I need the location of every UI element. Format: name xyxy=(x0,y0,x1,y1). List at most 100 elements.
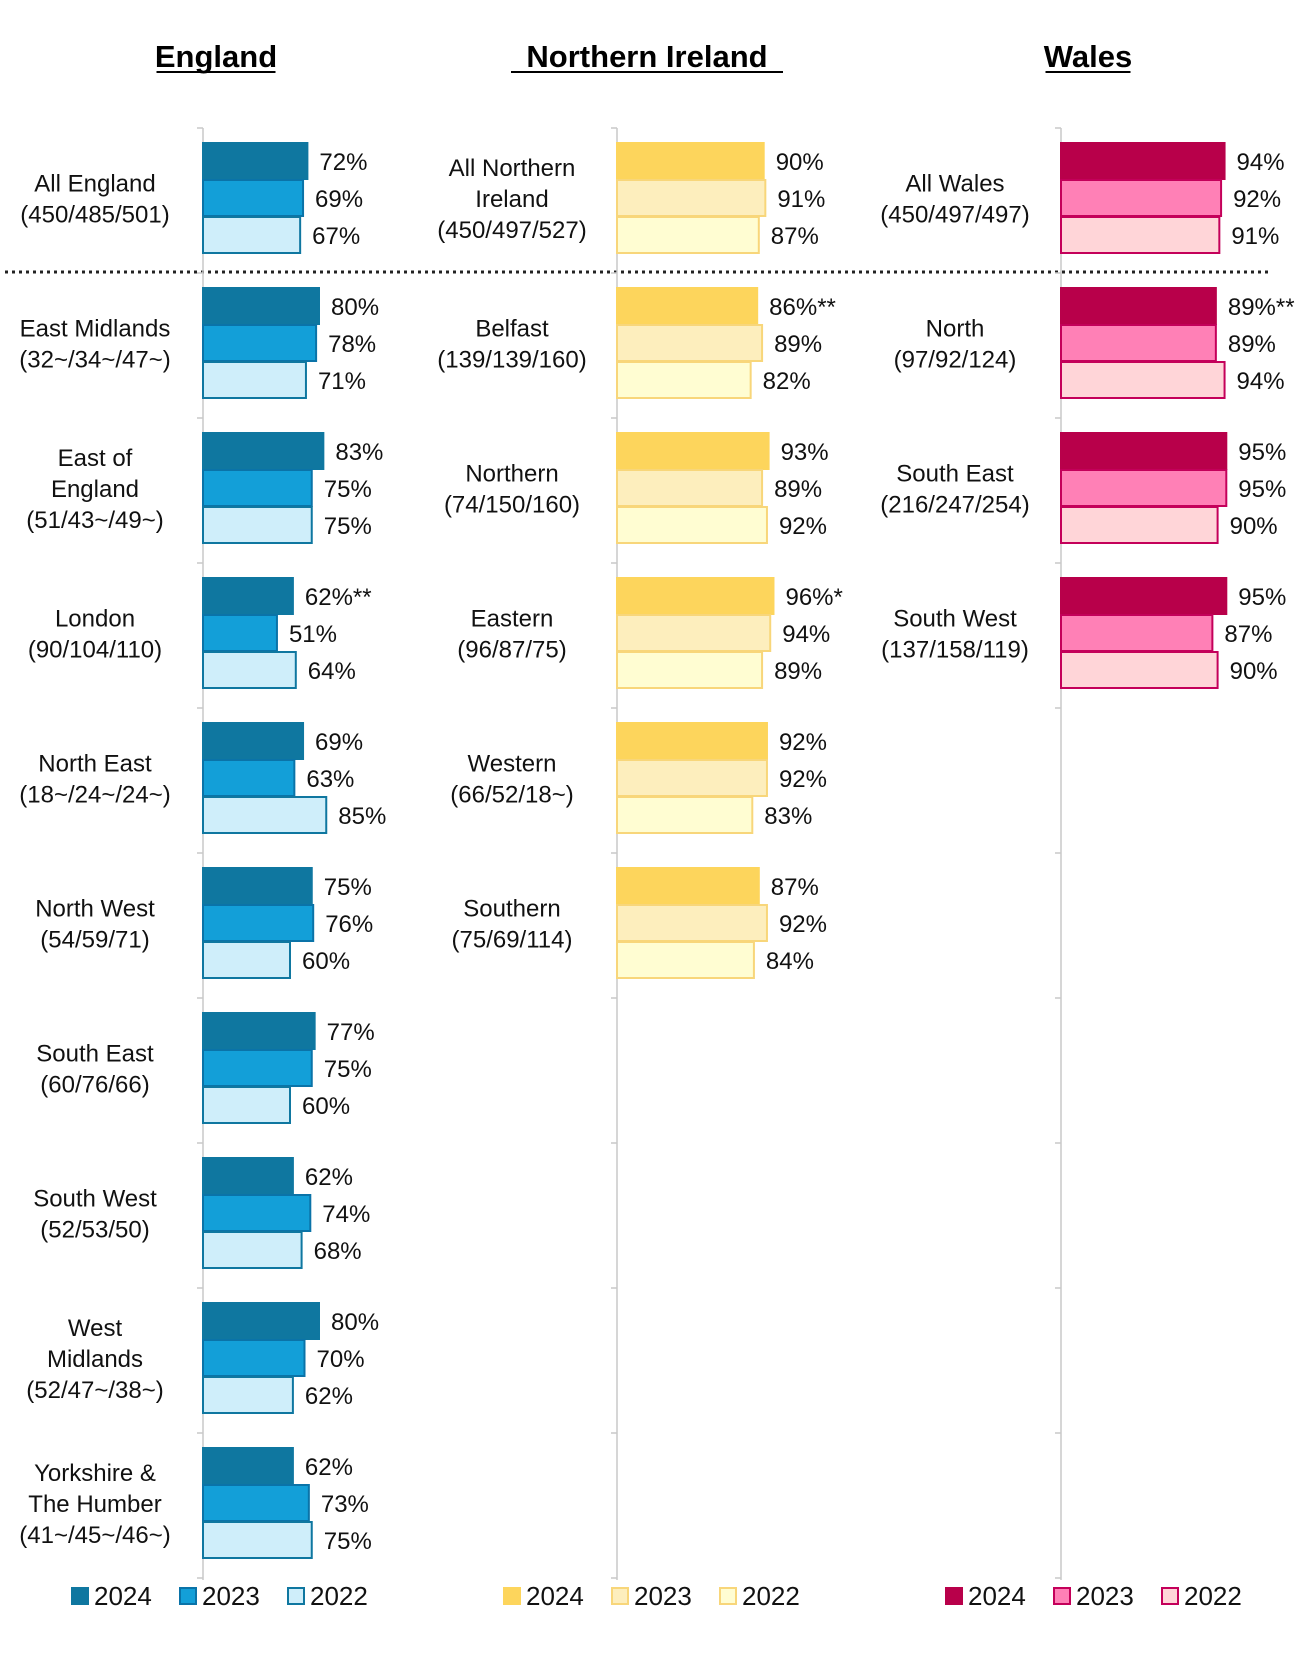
northern-ireland-value-label-2023: 89% xyxy=(774,331,822,358)
england-value-label-2022: 75% xyxy=(324,1528,372,1555)
england-row-label: (90/104/110) xyxy=(28,637,162,664)
northern-ireland-value-label-2024: 87% xyxy=(771,874,819,901)
northern-ireland-bar-2024 xyxy=(616,142,765,180)
england-value-label-2022: 85% xyxy=(338,803,386,830)
northern-ireland-row-label: Eastern xyxy=(471,606,554,633)
england-value-label-2024: 62% xyxy=(305,1454,353,1481)
england-bar-2022 xyxy=(202,1376,294,1414)
england-legend-swatch-2023 xyxy=(179,1587,197,1605)
england-row-label: The Humber xyxy=(28,1491,161,1518)
northern-ireland-row-label: Southern xyxy=(463,896,560,923)
england-value-label-2024: 80% xyxy=(331,294,379,321)
northern-ireland-legend-label-2024: 2024 xyxy=(526,1581,584,1611)
england-row-label: North East xyxy=(38,751,152,778)
england-value-label-2022: 68% xyxy=(314,1238,362,1265)
northern-ireland-bar-2022 xyxy=(616,941,755,979)
england-bar-2023 xyxy=(202,1194,312,1232)
england-bar-2022 xyxy=(202,1086,291,1124)
wales-bar-2024 xyxy=(1060,432,1228,470)
northern-ireland-value-label-2023: 92% xyxy=(779,766,827,793)
england-row-label: (52/53/50) xyxy=(40,1217,149,1244)
england-bar-2022 xyxy=(202,216,302,254)
wales-bar-2024 xyxy=(1060,142,1226,180)
northern-ireland-value-label-2022: 87% xyxy=(771,223,819,250)
england-value-label-2023: 63% xyxy=(306,766,354,793)
england-bar-2022 xyxy=(202,1521,313,1559)
england-value-label-2023: 70% xyxy=(317,1346,365,1373)
northern-ireland-bar-2023 xyxy=(616,614,772,652)
wales-value-label-2024: 89%** xyxy=(1228,294,1295,321)
wales-legend-swatch-2024 xyxy=(945,1587,963,1605)
wales-bar-2023 xyxy=(1060,179,1223,217)
england-legend-label-2022: 2022 xyxy=(310,1581,368,1611)
northern-ireland-bar-2023 xyxy=(616,759,768,797)
wales-bar-2022 xyxy=(1060,216,1221,254)
wales-row-label: South West xyxy=(893,606,1017,633)
england-value-label-2022: 71% xyxy=(318,368,366,395)
wales-value-label-2024: 95% xyxy=(1238,439,1286,466)
northern-ireland-bar-2022 xyxy=(616,361,752,399)
wales-title: Wales xyxy=(1044,39,1132,74)
northern-ireland-row-label: Western xyxy=(468,751,557,778)
england-bar-2023 xyxy=(202,1484,310,1522)
england-row-label: South East xyxy=(36,1041,154,1068)
northern-ireland-value-label-2024: 90% xyxy=(776,149,824,176)
northern-ireland-value-label-2023: 94% xyxy=(782,621,830,648)
england-legend-swatch-2022 xyxy=(287,1587,305,1605)
northern-ireland-legend-swatch-2022 xyxy=(719,1587,737,1605)
wales-bar-2022 xyxy=(1060,651,1219,689)
england-row-label: (51/43~/49~) xyxy=(26,507,163,534)
england-value-label-2023: 74% xyxy=(322,1201,370,1228)
england-row-label: (450/485/501) xyxy=(20,202,169,229)
england-value-label-2022: 75% xyxy=(324,513,372,540)
wales-row-label: All Wales xyxy=(905,171,1004,198)
england-value-label-2024: 69% xyxy=(315,729,363,756)
wales-legend-label-2024: 2024 xyxy=(968,1581,1026,1611)
northern-ireland-row-label: (450/497/527) xyxy=(437,217,586,244)
northern-ireland-bar-2024 xyxy=(616,287,759,325)
england-row-label: London xyxy=(55,606,135,633)
england-title: England xyxy=(155,39,277,74)
northern-ireland-legend-swatch-2024 xyxy=(503,1587,521,1605)
northern-ireland-bar-2024 xyxy=(616,867,760,905)
england-bar-2022 xyxy=(202,506,313,544)
wales-legend-label-2023: 2023 xyxy=(1076,1581,1134,1611)
wales-row-label: (97/92/124) xyxy=(894,347,1017,374)
england-value-label-2023: 75% xyxy=(324,476,372,503)
northern-ireland-value-label-2024: 93% xyxy=(781,439,829,466)
england-value-label-2024: 75% xyxy=(324,874,372,901)
northern-ireland-bar-2022 xyxy=(616,216,760,254)
england-legend-swatch-2024 xyxy=(71,1587,89,1605)
england-bar-2022 xyxy=(202,651,297,689)
northern-ireland-row-label: (74/150/160) xyxy=(444,492,580,519)
england-row-label: South West xyxy=(33,1186,157,1213)
england-bar-2024 xyxy=(202,1302,320,1340)
northern-ireland-bar-2023 xyxy=(616,179,767,217)
wales-value-label-2024: 95% xyxy=(1238,584,1286,611)
england-row-label: Yorkshire & xyxy=(34,1460,156,1487)
england-row-label: (54/59/71) xyxy=(40,927,149,954)
wales-value-label-2023: 95% xyxy=(1238,476,1286,503)
northern-ireland-value-label-2022: 82% xyxy=(763,368,811,395)
wales-bar-2023 xyxy=(1060,469,1228,507)
wales-bar-2022 xyxy=(1060,506,1219,544)
england-bar-2023 xyxy=(202,904,315,942)
england-value-label-2022: 64% xyxy=(308,658,356,685)
england-bar-2024 xyxy=(202,142,309,180)
england-legend-label-2023: 2023 xyxy=(202,1581,260,1611)
northern-ireland-legend-label-2023: 2023 xyxy=(634,1581,692,1611)
northern-ireland-bar-2023 xyxy=(616,324,764,362)
england-value-label-2022: 60% xyxy=(302,1093,350,1120)
northern-ireland-value-label-2024: 96%* xyxy=(785,584,842,611)
wales-value-label-2022: 91% xyxy=(1231,223,1279,250)
wales-row-label: (137/158/119) xyxy=(881,637,1029,664)
northern-ireland-bar-2024 xyxy=(616,432,770,470)
england-row-label: East Midlands xyxy=(20,316,171,343)
wales-row-label: North xyxy=(926,316,985,343)
wales-legend-swatch-2022 xyxy=(1161,1587,1179,1605)
northern-ireland-bar-2022 xyxy=(616,506,768,544)
wales-bar-2023 xyxy=(1060,324,1217,362)
england-value-label-2023: 73% xyxy=(321,1491,369,1518)
england-row-label: North West xyxy=(35,896,155,923)
